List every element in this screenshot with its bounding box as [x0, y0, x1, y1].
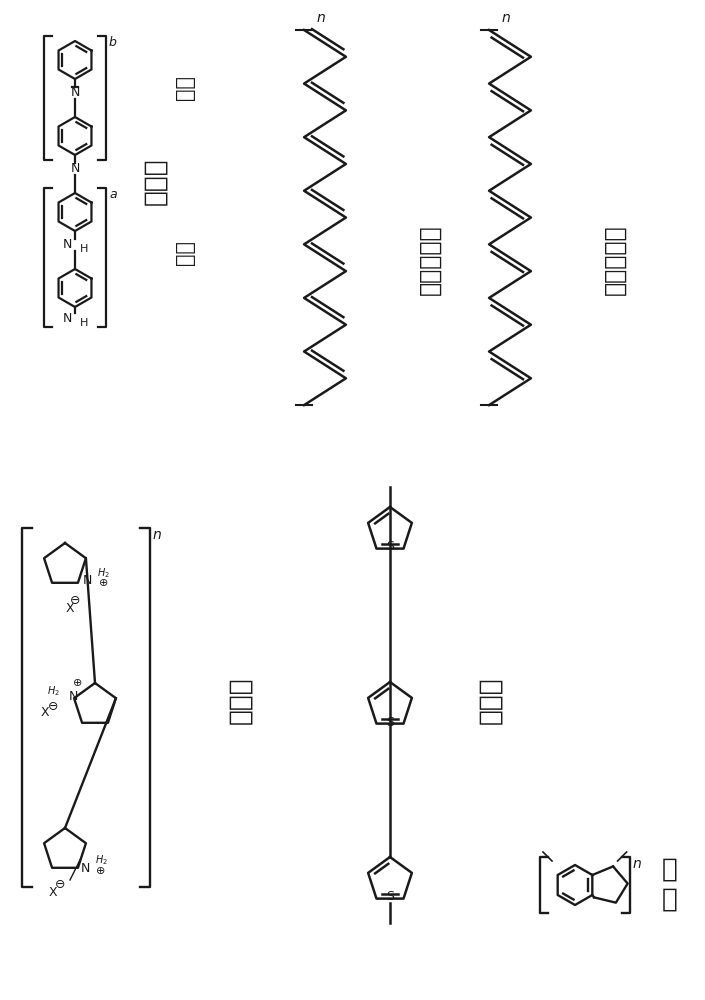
Text: 聚
茚: 聚 茚 — [662, 857, 678, 913]
Text: 反式聚乙炔: 反式聚乙炔 — [418, 225, 442, 295]
Text: X: X — [66, 602, 74, 615]
Text: a: a — [109, 188, 116, 201]
Text: $\mathit{H}_2$: $\mathit{H}_2$ — [95, 853, 108, 867]
Text: H: H — [80, 318, 88, 328]
Text: $\mathit{H}_2$: $\mathit{H}_2$ — [97, 566, 110, 580]
Text: N: N — [63, 312, 72, 326]
Text: $\ominus$: $\ominus$ — [54, 879, 66, 892]
Text: $\ominus$: $\ominus$ — [47, 700, 59, 714]
Text: N: N — [82, 574, 92, 586]
Text: $\mathit{H}_2$: $\mathit{H}_2$ — [47, 684, 60, 698]
Text: N: N — [63, 238, 72, 251]
Text: X: X — [41, 706, 49, 720]
Text: 聚苯胺: 聚苯胺 — [142, 158, 168, 205]
Text: H: H — [80, 244, 88, 254]
Text: n: n — [316, 11, 325, 25]
Text: 聚噻吩: 聚噻吩 — [477, 676, 503, 724]
Text: $\oplus$: $\oplus$ — [95, 864, 105, 876]
Text: n: n — [501, 11, 510, 25]
Text: S: S — [386, 890, 394, 904]
Text: 聚比咯: 聚比咯 — [227, 676, 253, 724]
Text: N: N — [80, 861, 90, 874]
Text: $\ominus$: $\ominus$ — [69, 593, 80, 606]
Text: N: N — [70, 87, 80, 100]
Text: S: S — [386, 716, 394, 728]
Text: n: n — [153, 528, 161, 542]
Text: N: N — [68, 690, 78, 704]
Text: 醌型: 醌型 — [175, 76, 195, 101]
Text: $\oplus$: $\oplus$ — [72, 678, 82, 688]
Text: 顺式聚乙炔: 顺式聚乙炔 — [603, 225, 627, 295]
Text: S: S — [386, 540, 394, 554]
Text: b: b — [109, 36, 117, 49]
Text: $\oplus$: $\oplus$ — [98, 578, 108, 588]
Text: n: n — [632, 857, 642, 871]
Text: N: N — [70, 162, 80, 176]
Text: X: X — [49, 886, 57, 898]
Text: 苯型: 苯型 — [175, 240, 195, 265]
